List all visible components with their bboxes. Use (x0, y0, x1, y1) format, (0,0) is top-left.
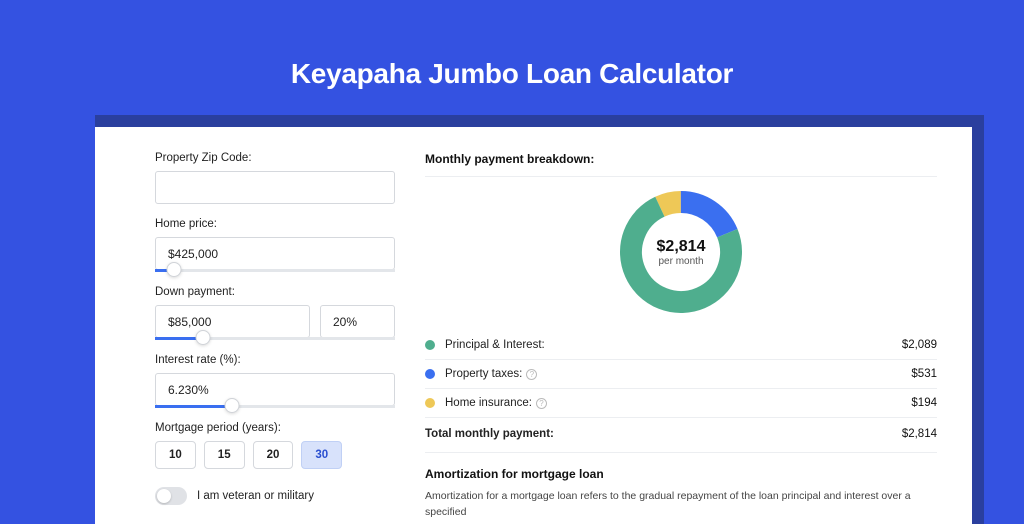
legend-dot (425, 398, 435, 408)
page-background: Keyapaha Jumbo Loan Calculator Property … (0, 0, 1024, 512)
donut-amount: $2,814 (657, 238, 706, 256)
period-label: Mortgage period (years): (155, 422, 395, 434)
interest-rate-group: Interest rate (%): (155, 354, 395, 408)
toggle-knob (157, 489, 171, 503)
interest-rate-slider[interactable] (155, 405, 395, 408)
slider-fill (155, 405, 232, 408)
total-label: Total monthly payment: (425, 428, 902, 440)
form-column: Property Zip Code: Home price: Down paym… (155, 152, 395, 524)
legend-label: Principal & Interest: (445, 339, 902, 351)
donut-chart: $2,814 per month (620, 191, 742, 313)
legend-dot (425, 340, 435, 350)
legend-value: $194 (911, 397, 937, 409)
legend-value: $2,089 (902, 339, 937, 351)
legend-row: Property taxes:?$531 (425, 360, 937, 389)
veteran-label: I am veteran or military (197, 490, 314, 502)
donut-sublabel: per month (658, 256, 703, 267)
legend-list: Principal & Interest:$2,089Property taxe… (425, 331, 937, 418)
period-options: 10 15 2030 (155, 441, 395, 469)
home-price-slider[interactable] (155, 269, 395, 272)
zip-label: Property Zip Code: (155, 152, 395, 164)
zip-input[interactable] (155, 171, 395, 204)
legend-row: Home insurance:?$194 (425, 389, 937, 418)
calculator-card: Property Zip Code: Home price: Down paym… (95, 127, 972, 524)
period-option-20[interactable]: 20 (253, 441, 294, 469)
period-option-15[interactable]: 15 (204, 441, 245, 469)
interest-rate-input[interactable] (155, 373, 395, 406)
legend-label: Home insurance:? (445, 397, 911, 409)
slider-thumb[interactable] (167, 262, 182, 277)
legend-row: Principal & Interest:$2,089 (425, 331, 937, 360)
period-option-10[interactable]: 10 (155, 441, 196, 469)
donut-center: $2,814 per month (620, 191, 742, 313)
info-icon[interactable]: ? (526, 369, 537, 380)
info-icon[interactable]: ? (536, 398, 547, 409)
amortization-title: Amortization for mortgage loan (425, 453, 937, 489)
card-accent: Property Zip Code: Home price: Down paym… (95, 115, 984, 524)
down-payment-slider[interactable] (155, 337, 395, 340)
down-payment-pct-input[interactable] (320, 305, 395, 338)
slider-thumb[interactable] (196, 330, 211, 345)
down-payment-label: Down payment: (155, 286, 395, 298)
home-price-group: Home price: (155, 218, 395, 272)
total-value: $2,814 (902, 428, 937, 440)
zip-field-group: Property Zip Code: (155, 152, 395, 204)
total-row: Total monthly payment: $2,814 (425, 418, 937, 453)
breakdown-column: Monthly payment breakdown: $2,814 per mo… (420, 152, 937, 524)
amortization-text: Amortization for a mortgage loan refers … (425, 489, 937, 521)
breakdown-title: Monthly payment breakdown: (425, 152, 937, 177)
interest-rate-label: Interest rate (%): (155, 354, 395, 366)
down-payment-group: Down payment: (155, 286, 395, 340)
donut-container: $2,814 per month (425, 177, 937, 331)
page-title: Keyapaha Jumbo Loan Calculator (0, 0, 1024, 90)
home-price-input[interactable] (155, 237, 395, 270)
down-payment-input[interactable] (155, 305, 310, 338)
legend-label: Property taxes:? (445, 368, 911, 380)
slider-thumb[interactable] (224, 398, 239, 413)
period-option-30[interactable]: 30 (301, 441, 342, 469)
home-price-label: Home price: (155, 218, 395, 230)
period-group: Mortgage period (years): 10 15 2030 (155, 422, 395, 469)
veteran-toggle[interactable] (155, 487, 187, 505)
legend-value: $531 (911, 368, 937, 380)
legend-dot (425, 369, 435, 379)
veteran-row: I am veteran or military (155, 487, 395, 505)
